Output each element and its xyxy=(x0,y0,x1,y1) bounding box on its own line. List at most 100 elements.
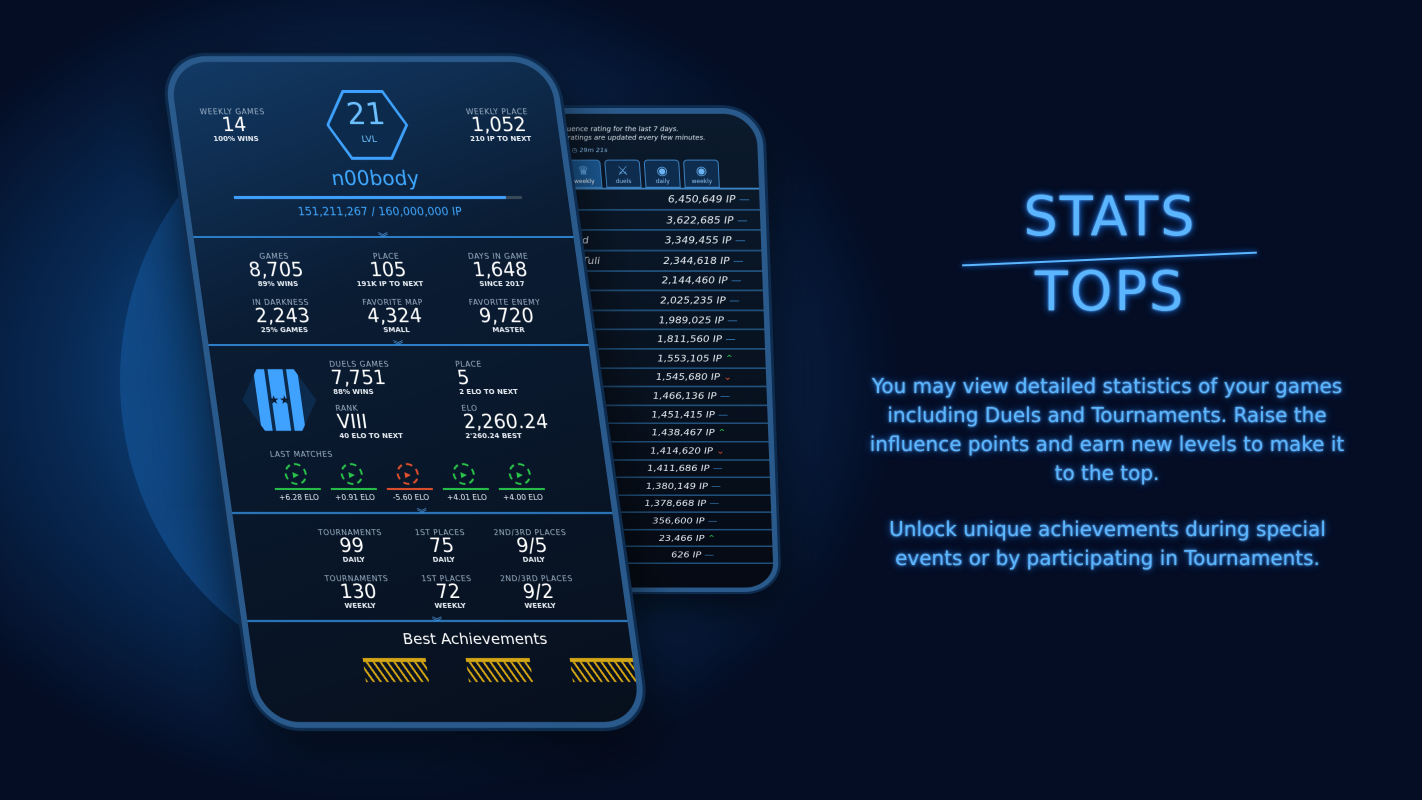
match-result[interactable]: ▶ +6.28 ELO xyxy=(269,463,324,502)
stat-1st-places: 1ST PLACES 72 WEEKLY xyxy=(401,574,496,610)
duels-rank: RANK VIII 40 ELO TO NEXT xyxy=(335,404,466,440)
replay-icon: ▶ xyxy=(283,463,309,485)
stat-value: 105 xyxy=(368,259,408,281)
tab-duels[interactable]: ⚔ duels xyxy=(604,159,642,188)
info-line-2: All ratings are updated every few minute… xyxy=(556,134,706,142)
duels-section: ︾ ★★ DUELS GAMES 7,751 88% WINS PLACE 5 2 EL… xyxy=(208,341,613,512)
player-ip: 1,411,686 IP xyxy=(646,463,710,474)
trend-same-icon: — xyxy=(719,390,731,402)
player-ip: 23,466 IP xyxy=(658,533,705,543)
match-elo: +6.28 ELO xyxy=(278,493,320,502)
stat-sub: WEEKLY xyxy=(344,602,377,610)
username: n00body xyxy=(329,166,421,190)
helmet-icon: ◉ xyxy=(656,164,669,179)
player-ip: 1,438,467 IP xyxy=(651,427,715,438)
replay-icon: ▶ xyxy=(395,463,421,485)
match-result[interactable]: ▶ +0.91 ELO xyxy=(325,463,380,502)
match-result[interactable]: ▶ -5.60 ELO xyxy=(381,463,436,502)
match-elo: +4.01 ELO xyxy=(446,493,488,502)
match-result[interactable]: ▶ +4.01 ELO xyxy=(437,463,492,502)
tab-daily[interactable]: ◉ daily xyxy=(643,159,681,188)
trend-same-icon: — xyxy=(707,516,718,526)
promo-title-tops: TOPS xyxy=(1034,260,1186,323)
trend-same-icon: — xyxy=(725,333,736,345)
stat-sub: SMALL xyxy=(382,326,411,334)
match-bar xyxy=(386,488,433,490)
match-elo: +4.00 ELO xyxy=(502,493,544,502)
last-matches: ▶ +6.28 ELO ▶ +0.91 ELO ▶ -5.60 ELO ▶ +4.01 ELO… xyxy=(225,463,610,502)
stat-value: 72 xyxy=(434,581,462,603)
stat-sub: WEEKLY xyxy=(434,602,467,610)
trend-same-icon: — xyxy=(730,274,742,287)
value: 1,052 xyxy=(470,114,528,136)
promo-paragraph-2: Unlock unique achievements during specia… xyxy=(889,517,1326,570)
stat-value: 75 xyxy=(428,535,456,557)
timer-text: 29m 21s xyxy=(579,146,608,155)
stat-tournaments: TOURNAMENTS 130 WEEKLY xyxy=(311,574,406,610)
sub: 2 ELO TO NEXT xyxy=(458,388,519,396)
value: 2,260.24 xyxy=(461,411,550,433)
duels-elo: ELO 2,260.24 2'260.24 BEST xyxy=(461,404,592,440)
sub: 40 ELO TO NEXT xyxy=(338,432,404,440)
crossed-swords-icon: ⚔ xyxy=(616,164,630,179)
level-number: 21 xyxy=(344,97,388,132)
last-matches-label: LAST MATCHES xyxy=(269,450,334,459)
trend-same-icon: — xyxy=(704,550,715,560)
chevron-down-icon: ︾ xyxy=(416,509,429,520)
player-ip: 1,451,415 IP xyxy=(650,409,716,420)
stat-value: 9/5 xyxy=(515,535,549,557)
player-ip: 6,450,649 IP xyxy=(667,193,736,206)
player-ip: 3,349,455 IP xyxy=(664,234,732,247)
stat-days-in-game: DAYS IN GAME 1,648 SINCE 2017 xyxy=(442,252,559,288)
trend-down-icon: ⌄ xyxy=(723,371,733,383)
match-bar xyxy=(442,488,489,490)
sub: 210 IP TO NEXT xyxy=(469,135,532,143)
match-bar xyxy=(330,488,377,490)
value: 14 xyxy=(220,114,248,136)
stat-favorite-enemy: FAVORITE ENEMY 9,720 MASTER xyxy=(448,298,565,334)
stat-value: 8,705 xyxy=(247,259,305,281)
achievement-square-icon[interactable] xyxy=(569,658,636,682)
match-result[interactable]: ▶ +4.00 ELO xyxy=(493,463,548,502)
trend-same-icon: — xyxy=(732,254,744,267)
player-ip: 1,414,620 IP xyxy=(649,445,714,456)
trend-same-icon: — xyxy=(710,481,722,492)
duels-games: DUELS GAMES 7,751 88% WINS xyxy=(329,360,460,396)
crown-icon: ♛ xyxy=(577,164,590,179)
helmet-icon: ◉ xyxy=(695,164,708,179)
player-ip: 3,622,685 IP xyxy=(665,214,734,226)
match-bar xyxy=(498,488,545,490)
promo-paragraph-1: You may view detailed statistics of your… xyxy=(869,374,1345,485)
stat-sub: 89% WINS xyxy=(257,280,299,288)
player-ip: 1,378,668 IP xyxy=(644,498,707,509)
stat-value: 99 xyxy=(338,535,366,557)
level-label: LVL xyxy=(361,135,378,145)
player-ip: 356,600 IP xyxy=(652,516,705,526)
player-ip: 2,025,235 IP xyxy=(659,294,727,307)
achievement-circle-icon[interactable] xyxy=(465,658,533,682)
value: VIII xyxy=(335,411,369,433)
trend-same-icon: — xyxy=(726,314,738,326)
achievement-triangle-icon[interactable] xyxy=(362,658,430,682)
stat-value: 9/2 xyxy=(521,581,556,603)
chevron-down-icon: ︾ xyxy=(377,233,390,244)
stat-sub: MASTER xyxy=(491,326,526,334)
trend-same-icon: — xyxy=(709,498,720,509)
sub: 88% WINS xyxy=(332,388,375,396)
player-ip: 2,344,618 IP xyxy=(662,254,730,267)
ip-progress-text: 151,211,267 / 160,000,000 IP xyxy=(296,205,463,218)
player-ip: 1,811,560 IP xyxy=(656,333,723,345)
ip-progress-bar xyxy=(233,196,523,199)
stat-2nd-3rd-places: 2ND/3RD PLACES 9/2 WEEKLY xyxy=(491,574,586,610)
stat-sub: WEEKLY xyxy=(524,602,557,610)
duel-rank-badge-icon: ★★ xyxy=(238,369,321,431)
tab-weekly[interactable]: ◉ weekly xyxy=(683,159,720,188)
stat-sub: DAILY xyxy=(432,556,456,564)
stat-in-darkness: IN DARKNESS 2,243 25% GAMES xyxy=(224,298,341,334)
level-badge: 21 LVL xyxy=(321,90,413,160)
value: 7,751 xyxy=(329,367,388,389)
player-ip: 1,989,025 IP xyxy=(658,314,725,326)
stat-2nd-3rd-places: 2ND/3RD PLACES 9/5 DAILY xyxy=(484,528,579,564)
stat-sub: DAILY xyxy=(342,556,366,564)
trend-same-icon: — xyxy=(736,214,748,226)
